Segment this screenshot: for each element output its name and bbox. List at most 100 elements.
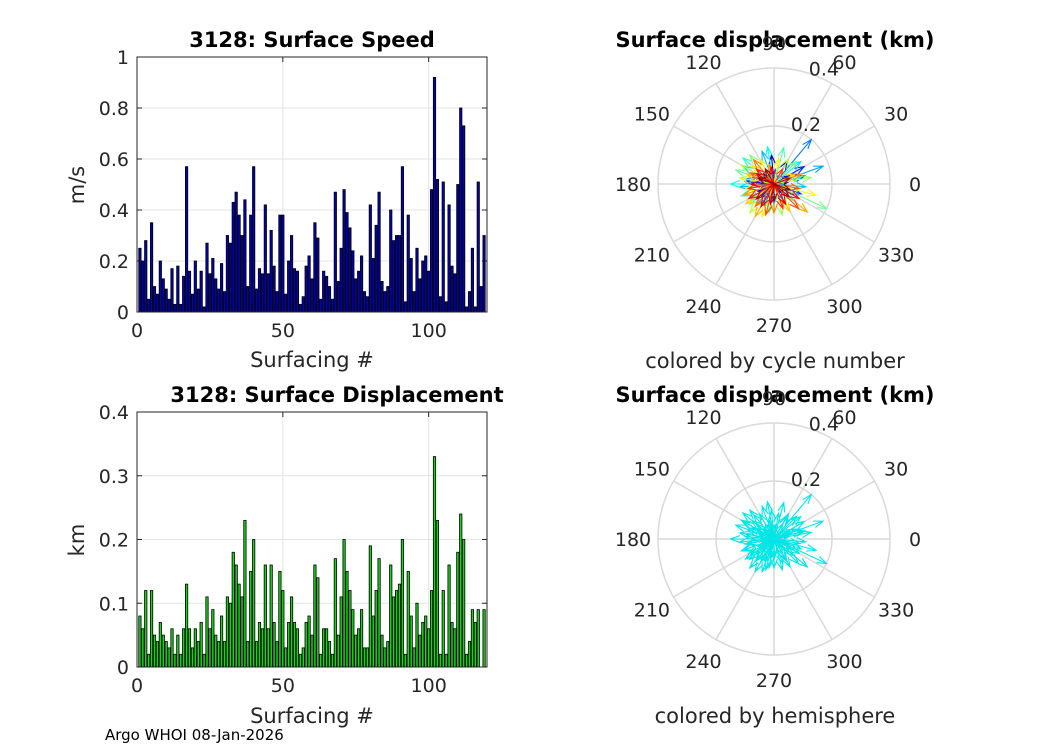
vector-arrowhead <box>764 204 772 217</box>
bar <box>222 291 227 313</box>
bar <box>441 181 445 313</box>
bar <box>412 291 416 313</box>
bar <box>345 570 349 668</box>
bar <box>150 590 154 668</box>
bar <box>284 293 288 313</box>
displacement-vector <box>773 538 800 545</box>
bar <box>470 247 474 313</box>
bar <box>144 590 148 668</box>
displacement-vector <box>755 183 775 200</box>
y-tick-label: 0.1 <box>99 593 129 615</box>
theta-tick-label: 60 <box>832 52 856 74</box>
bar <box>275 291 279 313</box>
bar <box>424 255 428 313</box>
bar <box>377 191 381 313</box>
bar <box>243 519 247 668</box>
bar <box>290 596 294 668</box>
y-tick-label: 0.4 <box>99 402 129 424</box>
vector-arrowhead <box>754 190 766 200</box>
bar <box>190 293 194 313</box>
vector-arrowhead <box>739 164 752 174</box>
bar <box>450 621 454 668</box>
displacement-vector <box>773 168 784 185</box>
bar <box>167 647 171 668</box>
bar <box>465 653 469 668</box>
vector-arrowhead <box>756 177 766 184</box>
bar <box>217 641 221 668</box>
bar <box>427 270 431 313</box>
polar-hemisphere-plot-area: 0 30 60 90 120 150 180 210 240 270 300 330 0.2 0.4 <box>615 388 921 692</box>
vector-arrowhead <box>743 183 756 192</box>
bar <box>432 77 437 313</box>
theta-tick-label: 300 <box>826 651 862 673</box>
polar-hemisphere-subtitle: colored by hemisphere <box>655 704 896 728</box>
bar <box>395 235 399 313</box>
bar <box>348 590 352 668</box>
bar <box>409 258 413 313</box>
bar <box>272 621 276 668</box>
displacement-vector <box>769 538 775 560</box>
y-tick-label: 0.8 <box>99 98 129 120</box>
displacement-vector <box>773 161 797 185</box>
bar <box>351 609 355 668</box>
bar <box>409 615 413 668</box>
bar <box>316 237 320 313</box>
bar <box>295 628 299 668</box>
bar <box>479 286 483 313</box>
bar <box>482 235 486 313</box>
x-tick-label: 50 <box>271 320 295 342</box>
y-tick-label: 0.4 <box>99 200 129 222</box>
vector-arrowhead <box>765 500 773 512</box>
bar <box>246 286 250 313</box>
x-tick-label: 0 <box>131 320 143 342</box>
bar <box>339 596 343 668</box>
bar <box>438 296 442 313</box>
vector-arrowhead <box>806 189 818 197</box>
bar <box>220 263 224 313</box>
bar <box>190 647 194 668</box>
bar <box>395 590 399 668</box>
displacement-vector <box>773 531 812 540</box>
bar <box>450 265 454 313</box>
bar <box>231 201 235 313</box>
vector-arrowhead <box>789 554 800 565</box>
bar <box>447 204 451 313</box>
displacement-y-axis-label: km <box>65 524 89 557</box>
bar <box>141 628 145 668</box>
vector-arrowhead <box>773 156 781 169</box>
vector-arrowhead <box>802 138 813 150</box>
bar <box>447 564 451 668</box>
bar <box>371 615 375 668</box>
displacement-vector <box>764 523 775 540</box>
bar <box>444 653 448 668</box>
displacement-vector <box>773 538 827 565</box>
bar <box>243 199 247 313</box>
theta-tick-label: 30 <box>884 104 908 126</box>
bar <box>342 539 346 668</box>
vector-arrowhead <box>789 183 802 191</box>
bar <box>336 634 340 668</box>
vector-arrowhead <box>797 203 809 213</box>
theta-tick-label: 150 <box>634 104 670 126</box>
bar <box>403 653 407 668</box>
bar <box>368 545 372 668</box>
speed-y-axis-label: m/s <box>65 166 89 204</box>
bar <box>430 590 434 668</box>
vector-arrowhead <box>781 201 791 214</box>
footer-credit: Argo WHOI 08-Jan-2026 <box>105 726 284 744</box>
vector-arrowhead <box>813 520 825 529</box>
vector-arrowhead <box>780 512 790 524</box>
bar <box>269 564 273 668</box>
bar <box>214 634 218 668</box>
bar <box>386 641 390 668</box>
vector-arrowhead <box>742 188 755 196</box>
displacement-vector <box>773 538 791 546</box>
vector-arrowhead <box>748 203 759 215</box>
vector-arrowhead <box>801 175 813 183</box>
bar <box>292 268 297 313</box>
bar <box>202 306 206 313</box>
bar <box>476 181 480 313</box>
bar <box>307 255 311 313</box>
bar <box>386 286 390 313</box>
bar <box>176 634 180 668</box>
